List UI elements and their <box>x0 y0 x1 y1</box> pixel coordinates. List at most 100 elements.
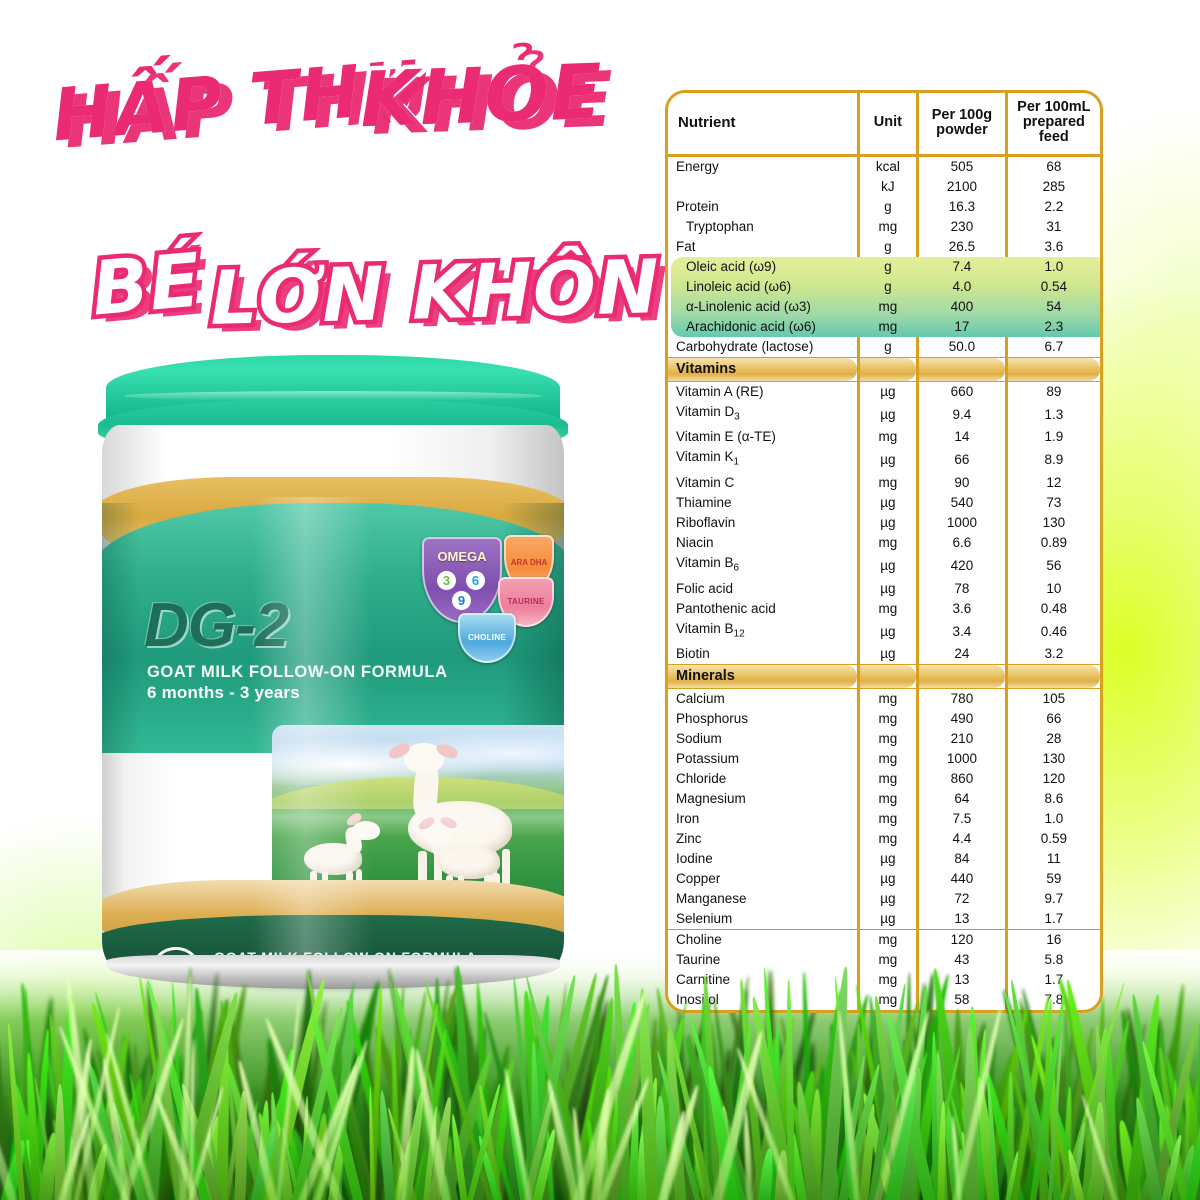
cell-unit: mg <box>858 317 918 337</box>
cell-nutrient: Iodine <box>668 849 858 869</box>
cell-per-100ml: 59 <box>1006 869 1100 889</box>
cell-nutrient: Vitamin K1 <box>668 447 858 473</box>
cell-per-100ml: 12 <box>1006 473 1100 493</box>
cell-unit: mg <box>858 930 918 951</box>
cell-per-100ml: 6.7 <box>1006 337 1100 358</box>
cell-unit: mg <box>858 297 918 317</box>
cell-per-100ml: 0.54 <box>1006 277 1100 297</box>
table-row: Sodium mg 210 28 <box>668 729 1100 749</box>
cell-nutrient: Copper <box>668 869 858 889</box>
cell-per-100ml: 11 <box>1006 849 1100 869</box>
table-row: Riboflavin µg 1000 130 <box>668 513 1100 533</box>
cell-unit: µg <box>858 619 918 645</box>
section-banner-vitamins-label: Vitamins <box>668 357 858 381</box>
cell-per-100ml: 0.46 <box>1006 619 1100 645</box>
cell-per-100ml: 1.0 <box>1006 257 1100 277</box>
cell-unit: mg <box>858 729 918 749</box>
cell-per-100ml: 2.3 <box>1006 317 1100 337</box>
cell-nutrient: Vitamin C <box>668 473 858 493</box>
cell-per-100g: 17 <box>918 317 1006 337</box>
choline-badge-label: CHOLINE <box>468 634 506 642</box>
col-header-per-100g-line2: powder <box>936 122 988 138</box>
col-header-nutrient: Nutrient <box>668 93 858 155</box>
table-row: kJ 2100 285 <box>668 177 1100 197</box>
promo-headline: HẤP THU KHỎE BÉ LỚN KHÔN <box>30 55 640 245</box>
cell-per-100g: 64 <box>918 789 1006 809</box>
cell-per-100g: 3.4 <box>918 619 1006 645</box>
cell-nutrient: Vitamin E (α-TE) <box>668 427 858 447</box>
cell-per-100g: 78 <box>918 579 1006 599</box>
cell-per-100ml: 120 <box>1006 769 1100 789</box>
cell-per-100ml: 1.3 <box>1006 402 1100 428</box>
table-row: Arachidonic acid (ω6) mg 17 2.3 <box>668 317 1100 337</box>
cell-nutrient: Magnesium <box>668 789 858 809</box>
cell-per-100ml: 10 <box>1006 579 1100 599</box>
omega-badge-title: OMEGA <box>424 550 500 563</box>
cell-unit: mg <box>858 217 918 237</box>
cell-nutrient: Selenium <box>668 909 858 930</box>
cell-per-100g: 540 <box>918 493 1006 513</box>
cell-per-100g: 13 <box>918 909 1006 930</box>
cell-per-100g: 400 <box>918 297 1006 317</box>
cell-per-100ml: 28 <box>1006 729 1100 749</box>
table-row: α-Linolenic acid (ω3) mg 400 54 <box>668 297 1100 317</box>
cell-per-100g: 7.4 <box>918 257 1006 277</box>
cell-unit: mg <box>858 599 918 619</box>
table-row: Vitamin Cmg 90 12 <box>668 473 1100 493</box>
cell-unit: µg <box>858 869 918 889</box>
cell-per-100ml: 130 <box>1006 513 1100 533</box>
table-row: Vitamin E (α-TE) mg 14 1.9 <box>668 427 1100 447</box>
cell-nutrient: Biotin <box>668 644 858 665</box>
table-row: Calcium mg 780 105 <box>668 689 1100 710</box>
table-row: Thiamine µg 540 73 <box>668 493 1100 513</box>
cell-unit: g <box>858 197 918 217</box>
table-row: Vitamin D3 µg 9.4 1.3 <box>668 402 1100 428</box>
table-row: Potassium mg 1000 130 <box>668 749 1100 769</box>
can-body: DG-2 GOAT MILK FOLLOW-ON FORMULA 6 month… <box>102 425 564 970</box>
cell-unit: kJ <box>858 177 918 197</box>
col-header-per-100g: Per 100g powder <box>918 93 1006 155</box>
cell-per-100ml: 89 <box>1006 381 1100 402</box>
cell-per-100g: 490 <box>918 709 1006 729</box>
table-row: Biotin µg 24 3.2 <box>668 644 1100 665</box>
cell-per-100g: 66 <box>918 447 1006 473</box>
cell-unit: mg <box>858 427 918 447</box>
cell-nutrient: Folic acid <box>668 579 858 599</box>
headline-word-be: BÉ <box>88 237 204 332</box>
cell-unit: mg <box>858 689 918 710</box>
cell-nutrient: Carbohydrate (lactose) <box>668 337 858 358</box>
section-banner-fill <box>918 357 1006 381</box>
section-banner-fill <box>858 665 918 689</box>
col-header-per-100ml: Per 100mL prepared feed <box>1006 93 1100 155</box>
cell-nutrient <box>668 177 858 197</box>
cell-unit: mg <box>858 769 918 789</box>
omega-3-number: 3 <box>437 571 456 590</box>
cell-per-100g: 1000 <box>918 749 1006 769</box>
cell-unit: mg <box>858 473 918 493</box>
cell-unit: mg <box>858 709 918 729</box>
cell-per-100ml: 1.9 <box>1006 427 1100 447</box>
omega-9-number: 9 <box>452 591 471 610</box>
cell-per-100g: 780 <box>918 689 1006 710</box>
cell-per-100g: 4.4 <box>918 829 1006 849</box>
cell-per-100ml: 3.2 <box>1006 644 1100 665</box>
cell-per-100ml: 0.48 <box>1006 599 1100 619</box>
cell-unit: kcal <box>858 155 918 177</box>
cell-nutrient: Riboflavin <box>668 513 858 533</box>
cell-unit: µg <box>858 553 918 579</box>
cell-per-100g: 50.0 <box>918 337 1006 358</box>
table-row: Vitamin B12 µg 3.4 0.46 <box>668 619 1100 645</box>
cell-per-100ml: 8.6 <box>1006 789 1100 809</box>
cell-nutrient: Protein <box>668 197 858 217</box>
cell-per-100ml: 2.2 <box>1006 197 1100 217</box>
cell-nutrient: Calcium <box>668 689 858 710</box>
section-banner-fill <box>918 665 1006 689</box>
cell-nutrient: Zinc <box>668 829 858 849</box>
cell-per-100g: 4.0 <box>918 277 1006 297</box>
nutrition-table-head: Nutrient Unit Per 100g powder Per 100mL … <box>668 93 1100 155</box>
table-row: Copper µg 440 59 <box>668 869 1100 889</box>
table-row: Taurine mg 43 5.8 <box>668 950 1100 970</box>
cell-nutrient: α-Linolenic acid (ω3) <box>668 297 858 317</box>
table-row: Pantothenic acid mg 3.6 0.48 <box>668 599 1100 619</box>
cell-per-100ml: 66 <box>1006 709 1100 729</box>
